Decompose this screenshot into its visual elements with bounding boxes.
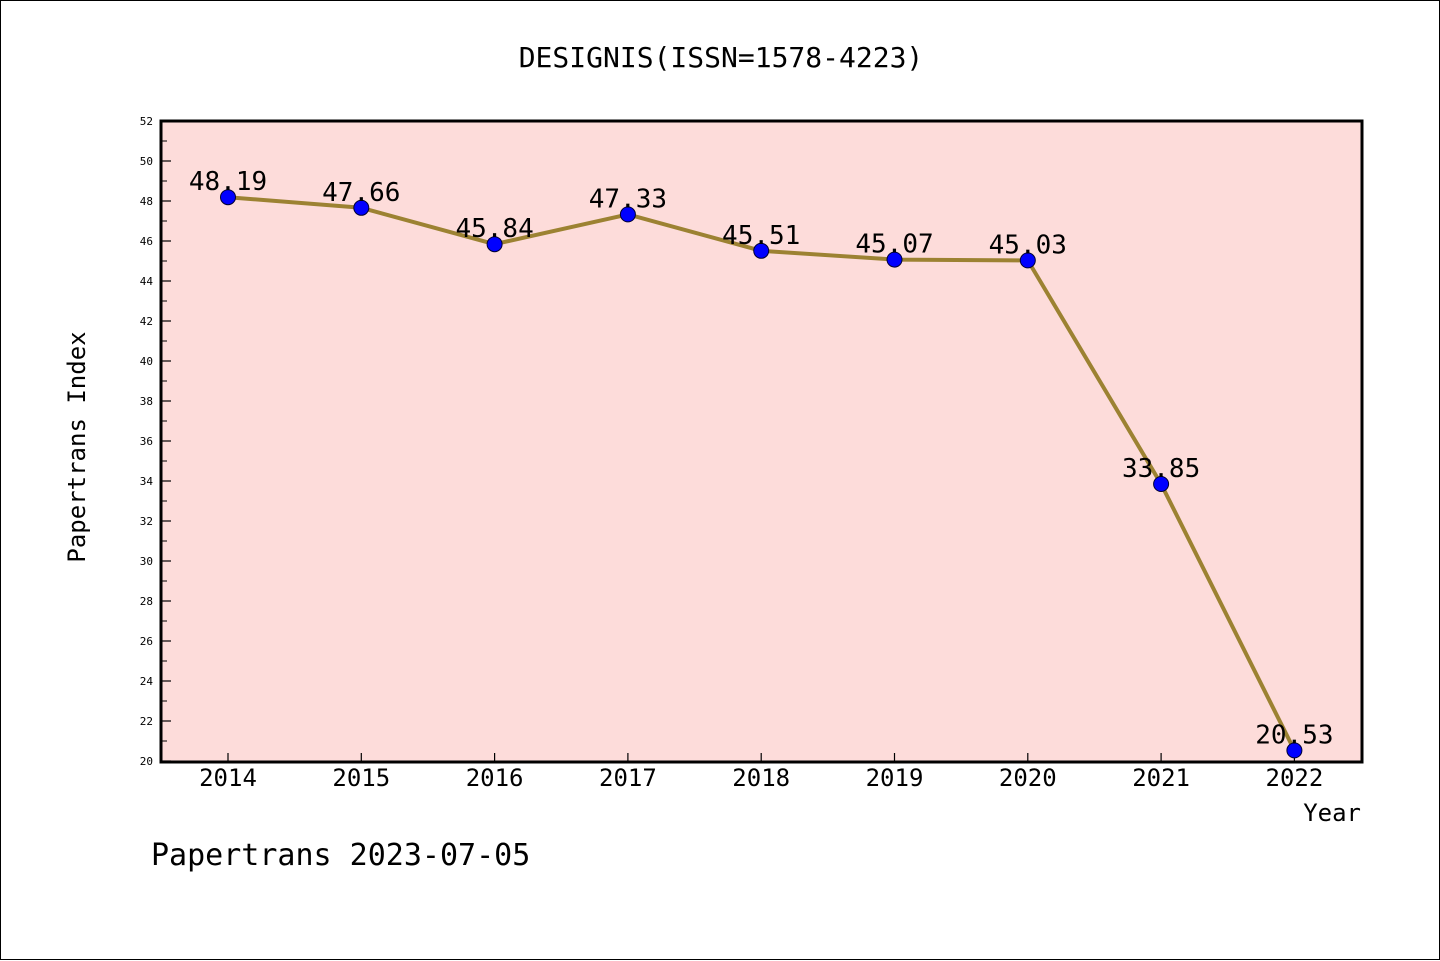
y-axis: 20 22 24 26 28 30 32 34 36 38 40 42 44 46 48 50 52 bbox=[140, 115, 171, 768]
data-point bbox=[1286, 742, 1303, 759]
y-tick-label: 48 bbox=[140, 195, 153, 208]
data-labels-group: 48.19 47.66 45.84 47.33 45.51 45.07 45.03 33.85… bbox=[189, 167, 1334, 750]
y-tick-label: 36 bbox=[140, 435, 153, 448]
data-label: 47.33 bbox=[589, 184, 667, 214]
data-point bbox=[886, 251, 903, 268]
y-axis-label: Papertrans Index bbox=[63, 331, 91, 562]
data-point bbox=[619, 206, 636, 223]
chart-title: DESIGNIS(ISSN=1578-4223) bbox=[519, 41, 924, 74]
plot-area bbox=[159, 119, 1364, 764]
footer-text: Papertrans 2023-07-05 bbox=[151, 838, 530, 873]
data-label: 33.85 bbox=[1122, 454, 1200, 484]
y-tick-label: 34 bbox=[140, 475, 154, 488]
y-tick-label: 42 bbox=[140, 315, 153, 328]
y-tick-label: 20 bbox=[140, 755, 153, 768]
y-tick-label: 50 bbox=[140, 155, 153, 168]
data-label: 45.51 bbox=[722, 221, 800, 251]
x-tick-label: 2020 bbox=[999, 764, 1057, 792]
data-point bbox=[486, 236, 503, 253]
data-point bbox=[753, 242, 770, 259]
x-tick-label: 2019 bbox=[866, 764, 924, 792]
data-points-group bbox=[220, 189, 1303, 759]
y-tick-label: 22 bbox=[140, 715, 153, 728]
x-tick-label: 2021 bbox=[1132, 764, 1190, 792]
y-tick-label: 40 bbox=[140, 355, 153, 368]
y-tick-label: 26 bbox=[140, 635, 153, 648]
data-label: 45.03 bbox=[989, 230, 1067, 260]
x-tick-label: 2018 bbox=[732, 764, 790, 792]
y-tick-label: 24 bbox=[140, 675, 154, 688]
x-tick-label: 2017 bbox=[599, 764, 657, 792]
y-tick-label: 46 bbox=[140, 235, 153, 248]
x-tick-label: 2022 bbox=[1266, 764, 1324, 792]
x-tick-label: 2014 bbox=[199, 764, 257, 792]
y-tick-label: 38 bbox=[140, 395, 153, 408]
y-tick-label: 44 bbox=[140, 275, 154, 288]
data-label: 47.66 bbox=[322, 178, 400, 208]
data-point bbox=[220, 189, 236, 206]
y-tick-label: 28 bbox=[140, 595, 153, 608]
y-tick-label: 52 bbox=[140, 115, 153, 128]
data-label: 48.19 bbox=[189, 167, 267, 197]
data-label: 45.07 bbox=[855, 230, 933, 260]
x-tick-label: 2015 bbox=[332, 764, 390, 792]
data-point bbox=[353, 199, 370, 216]
y-tick-label: 32 bbox=[140, 515, 153, 528]
y-tick-label: 30 bbox=[140, 555, 153, 568]
data-label: 45.84 bbox=[455, 214, 533, 244]
data-point bbox=[1019, 252, 1036, 269]
x-tick-label: 2016 bbox=[466, 764, 524, 792]
x-axis: 2014 2015 2016 2017 2018 2019 2020 2021 2022 bbox=[199, 753, 1323, 792]
data-label: 20.53 bbox=[1255, 720, 1333, 750]
x-axis-label: Year bbox=[1303, 799, 1361, 827]
data-point bbox=[1153, 476, 1170, 492]
